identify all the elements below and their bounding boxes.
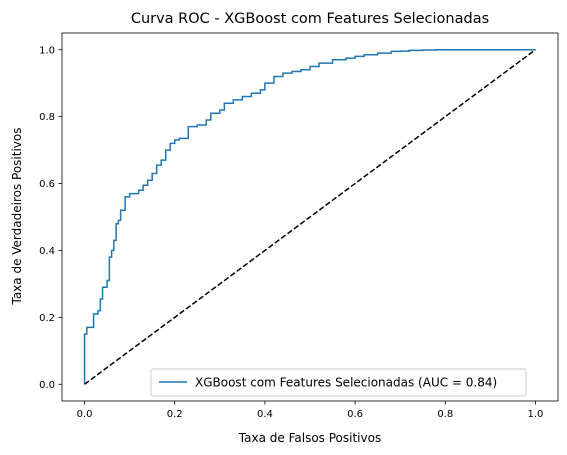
x-tick-label: 0.6 — [347, 409, 363, 420]
y-tick-label: 0.0 — [39, 380, 55, 391]
legend: XGBoost com Features Selecionadas (AUC =… — [151, 369, 526, 396]
axis-ticks: 0.0 0.2 0.4 0.6 0.8 1.0 0.0 0.2 0.4 0.6 0.8 1.0 — [39, 45, 543, 420]
y-tick-label: 0.6 — [39, 179, 55, 190]
y-tick-label: 0.2 — [39, 313, 55, 324]
y-axis-label: Taxa de Verdadeiros Positivos — [10, 127, 24, 305]
plot-area — [62, 33, 558, 401]
chart-title: Curva ROC - XGBoost com Features Selecio… — [131, 11, 489, 27]
x-tick-label: 1.0 — [528, 409, 544, 420]
x-tick-label: 0.4 — [257, 409, 273, 420]
x-axis-label: Taxa de Falsos Positivos — [238, 431, 381, 445]
y-tick-label: 0.8 — [39, 112, 55, 123]
y-tick-label: 1.0 — [39, 45, 55, 56]
x-tick-label: 0.2 — [167, 409, 183, 420]
x-tick-label: 0.0 — [77, 409, 93, 420]
x-tick-label: 0.8 — [437, 409, 453, 420]
legend-label-xgboost: XGBoost com Features Selecionadas (AUC =… — [195, 376, 497, 390]
chance-diagonal-line — [85, 50, 536, 385]
y-tick-label: 0.4 — [39, 246, 55, 257]
